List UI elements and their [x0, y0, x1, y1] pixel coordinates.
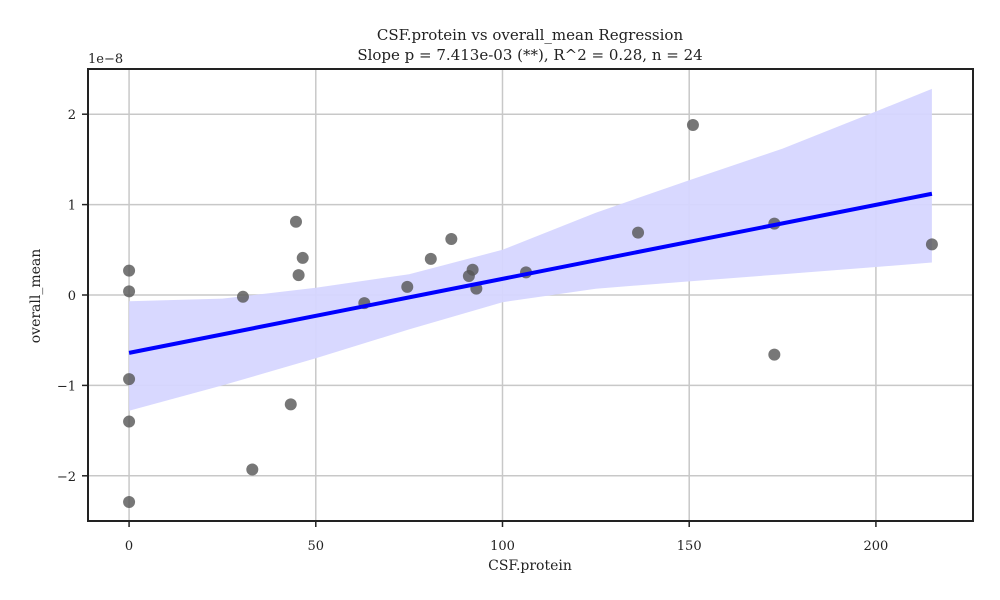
chart-title: CSF.protein vs overall_mean Regression [377, 26, 684, 44]
data-point-3 [123, 415, 136, 428]
y-tick-label-2: 0 [68, 289, 76, 304]
y-axis-offset-label: 1e−8 [88, 52, 123, 67]
data-point-22 [768, 348, 781, 361]
x-tick-label-3: 150 [677, 539, 702, 554]
data-point-8 [289, 215, 302, 228]
y-tick-label-0: −2 [57, 470, 76, 485]
x-tick-label-4: 200 [863, 539, 888, 554]
data-point-23 [925, 238, 938, 251]
confidence-band-area [129, 88, 932, 411]
y-tick-label-1: −1 [57, 379, 76, 394]
data-point-0 [123, 264, 136, 277]
data-point-1 [123, 285, 136, 298]
chart-subtitle: Slope p = 7.413e-03 (**), R^2 = 0.28, n … [357, 46, 702, 64]
regression-line [128, 191, 933, 355]
data-point-12 [401, 280, 414, 293]
confidence-band [129, 88, 932, 411]
y-tick-label-4: 2 [68, 108, 76, 123]
data-point-20 [686, 119, 699, 132]
x-axis-label: CSF.protein [488, 558, 572, 574]
y-axis-ticks: −2 −1 0 1 2 [57, 108, 88, 485]
x-tick-label-2: 100 [490, 539, 515, 554]
y-axis-label: overall_mean [28, 249, 44, 344]
x-tick-label-1: 50 [308, 539, 325, 554]
y-tick-label-3: 1 [68, 199, 76, 214]
data-point-9 [292, 269, 305, 282]
regression-line-group [128, 191, 933, 355]
data-point-7 [284, 398, 297, 411]
data-point-4 [123, 496, 136, 509]
x-axis-ticks: 0 50 100 150 200 [125, 521, 888, 554]
data-point-16 [466, 263, 479, 276]
data-point-13 [424, 252, 437, 265]
data-point-2 [123, 373, 136, 386]
data-point-5 [236, 290, 249, 303]
data-point-6 [246, 463, 259, 476]
x-tick-label-0: 0 [125, 539, 133, 554]
data-point-10 [296, 251, 309, 264]
data-point-19 [632, 226, 645, 239]
data-point-14 [445, 232, 458, 245]
